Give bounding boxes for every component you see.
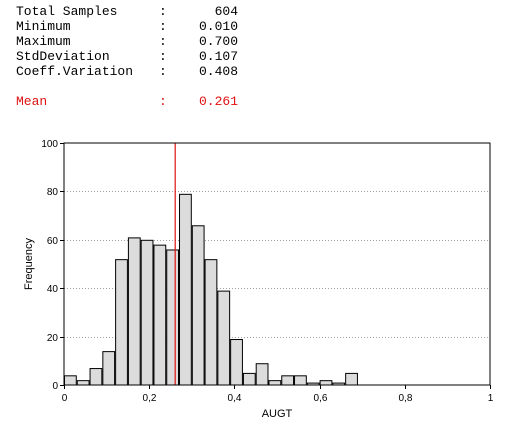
y-tick-label: 60	[47, 236, 59, 247]
histogram-bar	[319, 380, 333, 386]
y-tick-label: 80	[47, 187, 59, 198]
stat-colon: :	[159, 19, 167, 34]
x-tick-label: 0,6	[314, 393, 328, 404]
stat-label: Maximum	[16, 34, 71, 49]
stat-label: Coeff.Variation	[16, 64, 134, 79]
x-tick-label: 0,4	[228, 393, 242, 404]
histogram-bar	[140, 239, 154, 386]
stat-label: StdDeviation	[16, 49, 110, 64]
y-tick-label: 20	[47, 333, 59, 344]
stat-total-samples: Total Samples: 604	[16, 4, 238, 19]
x-tick-label: 0,8	[399, 393, 413, 404]
histogram-bar	[345, 372, 358, 386]
y-tick-label: 40	[47, 284, 59, 295]
histogram-bar	[294, 375, 307, 386]
x-tick-label: 1	[488, 393, 494, 404]
statistics-panel: Total Samples: 604 Minimum: 0.010 Maximum:…	[16, 4, 238, 109]
y-tick-label: 100	[41, 139, 58, 150]
gridlines	[64, 191, 490, 338]
histogram-bar	[230, 339, 243, 386]
stat-mean: Mean: 0.261	[16, 94, 238, 109]
histogram-bar	[242, 372, 256, 386]
x-axis-ticks: 0 0,2 0,4 0,6 0,8 1	[62, 385, 494, 404]
x-axis-title: AUGT	[262, 408, 293, 420]
stat-colon: :	[159, 94, 167, 109]
stat-colon: :	[159, 34, 167, 49]
histogram-bar	[76, 380, 90, 386]
stat-label: Minimum	[16, 19, 71, 34]
stat-value: 0.261	[198, 94, 238, 109]
histogram-bar	[179, 193, 192, 386]
stat-colon: :	[159, 49, 167, 64]
histogram-bar	[281, 375, 295, 386]
histogram-bar	[217, 290, 231, 386]
stat-colon: :	[159, 4, 167, 19]
histogram-bar	[191, 225, 205, 386]
stat-minimum: Minimum: 0.010	[16, 19, 238, 34]
histogram-bar	[115, 259, 128, 386]
histogram-bar	[64, 375, 77, 386]
histogram-bar	[102, 351, 116, 386]
stat-value: 604	[214, 4, 238, 19]
stat-value: 0.700	[198, 34, 238, 49]
histogram-bar	[268, 380, 282, 386]
histogram-bar	[127, 237, 141, 386]
stat-value: 0.107	[198, 49, 238, 64]
stat-value: 0.408	[198, 64, 238, 79]
histogram-bar	[153, 244, 167, 386]
y-axis-ticks: 0 20 40 60 80 100	[41, 139, 64, 392]
histogram-chart: 0 0,2 0,4 0,6 0,8 1 0 20 40 60 80 100 AUGT Frequen…	[23, 139, 494, 420]
plot-frame	[63, 142, 491, 386]
histogram-bar	[204, 259, 218, 386]
histogram-bar	[89, 368, 103, 386]
y-axis-title: Frequency	[23, 238, 35, 290]
stat-label: Mean	[16, 94, 48, 109]
stat-colon: :	[159, 64, 167, 79]
stat-maximum: Maximum: 0.700	[16, 34, 238, 49]
y-tick-label: 0	[52, 381, 58, 392]
x-tick-label: 0,2	[143, 393, 157, 404]
histogram-bar	[255, 363, 269, 386]
stat-label: Total Samples	[16, 4, 118, 19]
x-tick-label: 0	[62, 393, 68, 404]
histogram-bar	[166, 249, 180, 386]
stat-std-deviation: StdDeviation: 0.107	[16, 49, 238, 64]
stat-coeff-variation: Coeff.Variation: 0.408	[16, 64, 238, 79]
stat-value: 0.010	[198, 19, 238, 34]
